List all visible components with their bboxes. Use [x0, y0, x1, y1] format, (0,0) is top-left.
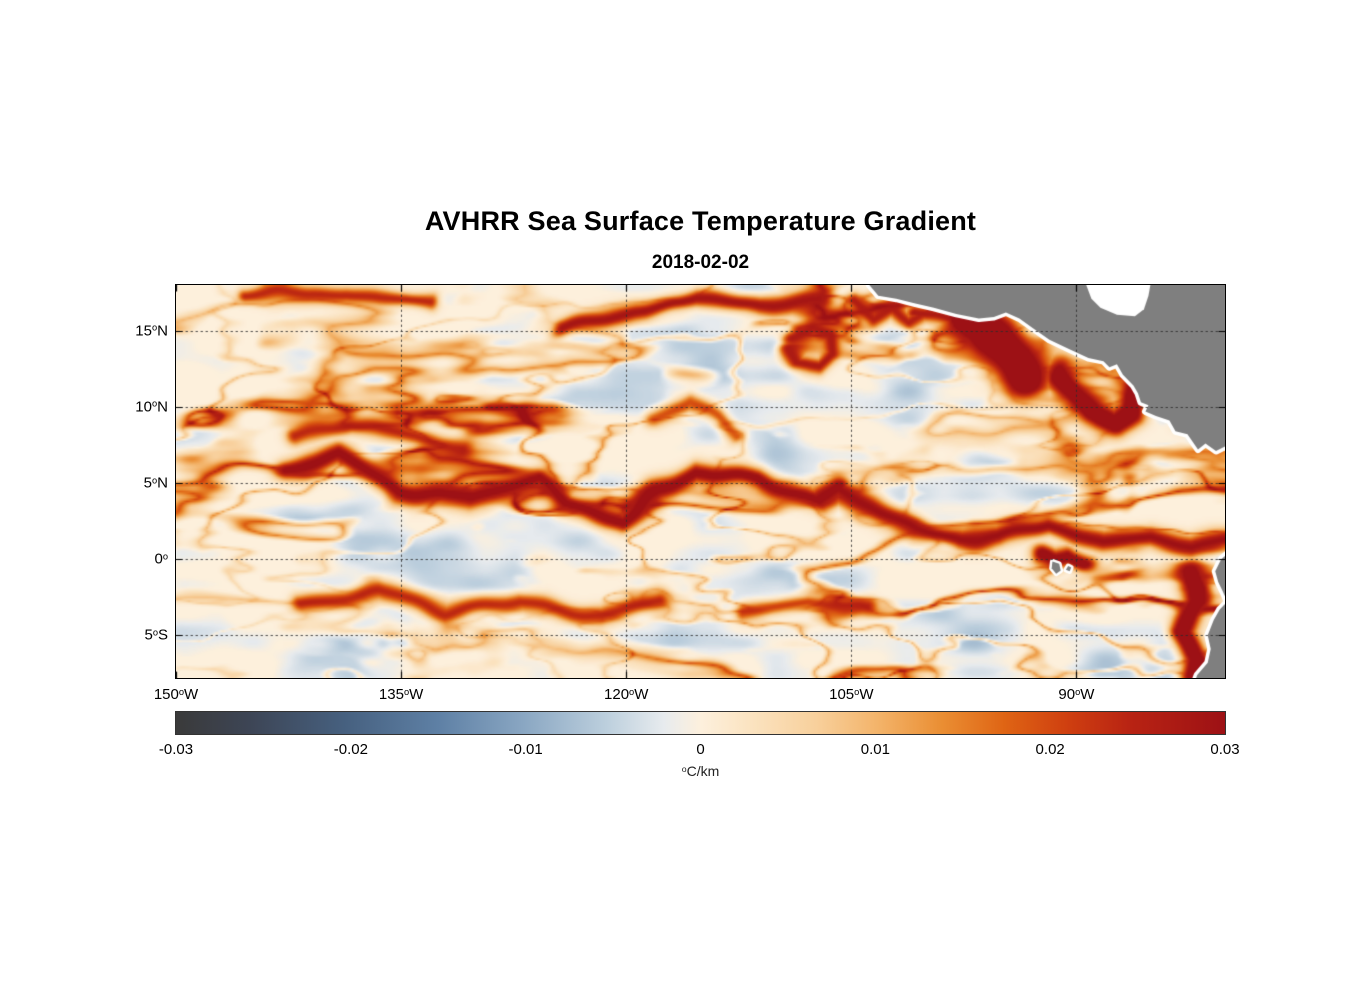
- sst-gradient-map: [176, 285, 1225, 678]
- chart-subtitle: 2018-02-02: [651, 252, 750, 273]
- chart-title: AVHRR Sea Surface Temperature Gradient: [424, 206, 977, 236]
- degree-symbol: o: [403, 686, 410, 697]
- x-axis-tick-label: 120oW: [604, 686, 649, 703]
- x-axis-tick-label: 135oW: [378, 686, 424, 703]
- colorbar-units-label: oC/km: [176, 763, 1225, 779]
- colorbar-tick-label: 0.01: [860, 741, 890, 758]
- degree-symbol: o: [162, 551, 168, 562]
- map-plot-area: [175, 284, 1226, 679]
- degree-symbol: o: [151, 475, 158, 486]
- y-axis-tick-label: 15oN: [135, 322, 168, 340]
- y-axis-tick-label: 10oN: [135, 398, 168, 416]
- colorbar-tick-label: -0.01: [508, 741, 543, 758]
- y-axis-tick-label: 5oN: [143, 474, 168, 492]
- degree-symbol: o: [151, 398, 158, 409]
- degree-symbol: o: [178, 686, 185, 697]
- colorbar-tick-label: 0.02: [1035, 741, 1065, 758]
- y-axis-tick-label: 0o: [154, 550, 168, 568]
- colorbar-tick-label: 0.03: [1210, 741, 1240, 758]
- degree-symbol: o: [854, 686, 860, 697]
- degree-symbol: o: [152, 627, 158, 638]
- colorbar-tick-label: 0: [696, 741, 705, 758]
- colorbar-tick-label: -0.03: [158, 741, 194, 758]
- x-axis-tick-label: 90oW: [1058, 686, 1095, 703]
- degree-symbol: o: [629, 686, 635, 697]
- x-axis-tick-label: 150oW: [153, 686, 199, 703]
- y-axis-tick-label: 5oS: [144, 626, 168, 644]
- degree-symbol: o: [681, 763, 687, 774]
- degree-symbol: o: [151, 322, 158, 333]
- units-text: C/km: [686, 763, 720, 779]
- x-axis-tick-label: 105oW: [829, 686, 874, 703]
- colorbar-tick-label: -0.02: [333, 741, 368, 758]
- degree-symbol: o: [1075, 686, 1081, 697]
- colorbar: [175, 711, 1226, 735]
